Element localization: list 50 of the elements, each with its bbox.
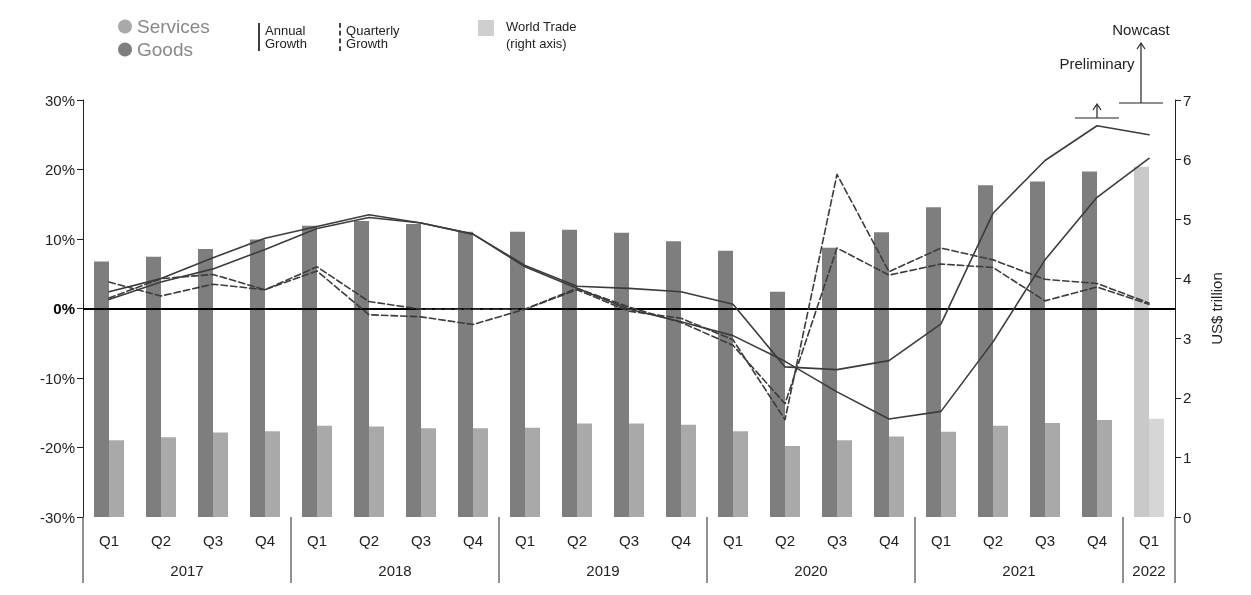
text: 2017 xyxy=(170,562,204,579)
legend-label: Goods xyxy=(137,39,193,60)
y-tick-label: -10% xyxy=(39,369,75,387)
x-tick-label: Q1 xyxy=(722,532,744,549)
y-tick-label: 0% xyxy=(53,300,75,317)
x-tick-label: Q3 xyxy=(410,532,432,549)
text: World Trade (right axis) xyxy=(506,19,577,51)
x-tick-label: Q1 xyxy=(1138,532,1160,549)
x-tick-label: Q2 xyxy=(358,532,380,549)
x-tick-label: Q2 xyxy=(566,532,588,549)
x-tick-label: Q3 xyxy=(826,532,848,549)
x-tick-label: Q4 xyxy=(1086,532,1108,549)
y-tick-label: 20% xyxy=(44,161,75,178)
x-tick-label: Q1 xyxy=(514,532,536,549)
y-tick-label: 30% xyxy=(44,91,75,109)
x-tick-label: Q3 xyxy=(202,532,224,549)
y2-tick-label: 6 xyxy=(1183,151,1192,169)
x-tick-label: Q4 xyxy=(670,532,692,549)
y2-tick-label: 7 xyxy=(1183,91,1192,109)
text: 2020 xyxy=(794,562,828,579)
text: 2021 xyxy=(1002,562,1036,579)
legend-label: Quarterly Growth xyxy=(346,23,404,51)
x-tick-label: Q2 xyxy=(774,532,796,549)
x-tick-label: Q1 xyxy=(98,532,120,549)
legend-label: Annual Growth xyxy=(265,23,310,51)
x-tick-label: Q4 xyxy=(878,532,900,549)
x-tick-label: Q1 xyxy=(930,532,952,549)
x-tick-label: Q3 xyxy=(618,532,640,549)
y2-tick-label: 1 xyxy=(1183,448,1192,466)
y2-tick-label: 0 xyxy=(1183,508,1192,526)
legend-label: Services xyxy=(137,16,210,37)
x-tick-label: Q1 xyxy=(306,532,328,549)
y2-tick-label: 5 xyxy=(1183,210,1192,228)
x-tick-label: Q2 xyxy=(982,532,1004,549)
y-tick-label: -30% xyxy=(39,508,75,526)
x-tick-label: Q3 xyxy=(1034,532,1056,549)
text: 2018 xyxy=(378,562,412,579)
text: 2022 xyxy=(1132,562,1166,579)
text: 2019 xyxy=(586,562,620,579)
y-tick-label: -20% xyxy=(39,439,75,456)
text: Preliminary xyxy=(1059,55,1136,72)
y2-tick-label: 3 xyxy=(1183,329,1192,347)
x-tick-label: Q4 xyxy=(254,532,276,549)
y2-tick-label: 4 xyxy=(1183,270,1192,288)
text: Nowcast xyxy=(1112,21,1171,38)
x-tick-label: Q2 xyxy=(150,532,172,549)
x-tick-label: Q4 xyxy=(462,532,484,549)
y2-tick-label: 2 xyxy=(1183,389,1192,407)
y-tick-label: 10% xyxy=(44,230,75,248)
y2-axis-title: US$ trillion xyxy=(1208,272,1225,345)
